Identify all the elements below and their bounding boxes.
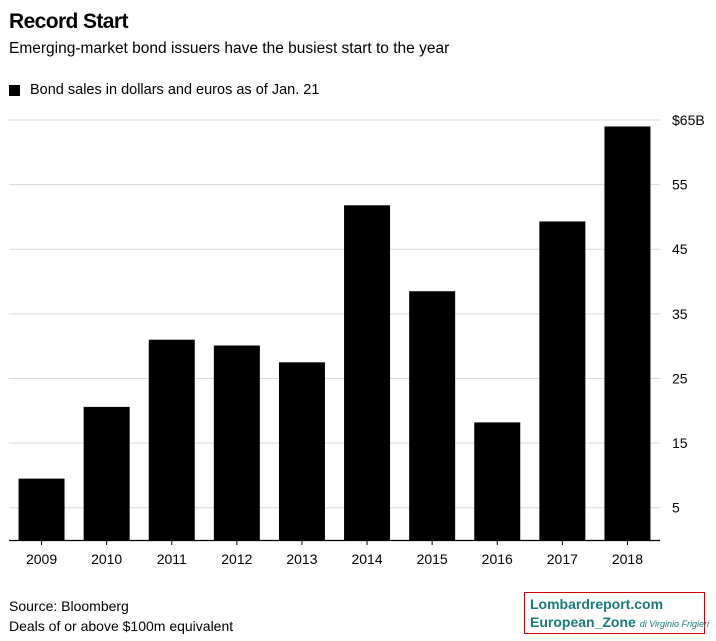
note-text: Deals of or above $100m equivalent bbox=[9, 618, 234, 634]
legend: Bond sales in dollars and euros as of Ja… bbox=[9, 82, 319, 98]
watermark-line2-main: European_Zone bbox=[530, 614, 636, 630]
bar-2016 bbox=[474, 422, 521, 540]
x-tick-label: 2013 bbox=[286, 551, 317, 567]
legend-label: Bond sales in dollars and euros as of Ja… bbox=[30, 82, 320, 98]
y-tick-label: 55 bbox=[672, 177, 688, 193]
x-tick-label: 2010 bbox=[91, 551, 122, 567]
watermark-line2: European_Zone di Virginio Frigieri bbox=[530, 613, 709, 633]
watermark-box: Lombardreport.com European_Zone di Virgi… bbox=[524, 592, 709, 634]
chart-subtitle: Emerging-market bond issuers have the bu… bbox=[9, 40, 450, 57]
source-notes: Source: Bloomberg Deals of or above $100… bbox=[9, 596, 233, 636]
legend-swatch bbox=[9, 84, 20, 96]
x-tick-label: 2011 bbox=[157, 551, 187, 567]
y-tick-label: $65B bbox=[672, 112, 705, 128]
x-tick-label: 2015 bbox=[417, 551, 448, 567]
x-tick-label: 2014 bbox=[351, 551, 382, 567]
watermark-line1: Lombardreport.com bbox=[530, 596, 664, 612]
y-tick-label: 45 bbox=[672, 241, 688, 257]
x-tick-label: 2018 bbox=[612, 551, 643, 567]
y-tick-label: 5 bbox=[672, 500, 680, 516]
x-tick-label: 2016 bbox=[482, 551, 513, 567]
bar-2012 bbox=[213, 345, 260, 540]
bar-2013 bbox=[278, 362, 325, 540]
x-tick-label: 2012 bbox=[221, 551, 252, 567]
y-tick-label: 35 bbox=[672, 306, 688, 322]
x-tick-label: 2009 bbox=[26, 551, 57, 567]
bar-2011 bbox=[148, 339, 195, 540]
bar-2010 bbox=[83, 406, 130, 540]
bar-2017 bbox=[539, 221, 586, 540]
x-tick-label: 2017 bbox=[547, 551, 578, 567]
bar-2015 bbox=[409, 291, 456, 540]
y-tick-label: 15 bbox=[672, 435, 688, 451]
source-text: Source: Bloomberg bbox=[9, 598, 129, 614]
y-tick-label: 25 bbox=[672, 370, 688, 386]
bar-2018 bbox=[604, 126, 651, 540]
bar-2014 bbox=[344, 205, 391, 541]
watermark-line2-small: di Virginio Frigieri bbox=[639, 619, 710, 629]
bar-2009 bbox=[18, 478, 65, 540]
chart-title: Record Start bbox=[9, 10, 128, 33]
